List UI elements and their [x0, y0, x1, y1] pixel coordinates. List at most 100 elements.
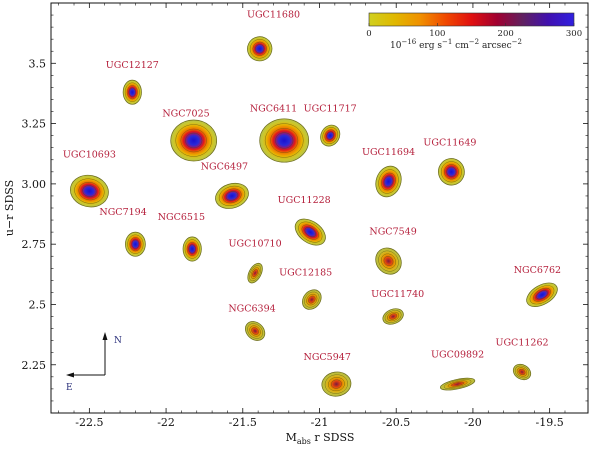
galaxy-ngc6411 [259, 118, 310, 163]
galaxy-ugc12185 [302, 289, 322, 310]
galaxy-contour [126, 85, 138, 100]
galaxy-contour [222, 188, 242, 204]
galaxy-body [247, 262, 263, 284]
galaxy-contour [378, 169, 399, 194]
galaxy-contour [249, 265, 262, 282]
galaxy-contour [251, 327, 259, 335]
galaxy-contour [324, 129, 336, 142]
cb-unit-exp2: −1 [442, 38, 452, 46]
label-ugc10693: UGC10693 [63, 149, 116, 160]
x-axis-ticks: -22.5 -22 -21.5 -21 -20.5 -20 -19.5 [58, 3, 566, 429]
galaxy-contour [451, 381, 465, 387]
galaxy-contour [175, 124, 212, 157]
colorbar-unit: 10−16 erg s−1 cm−2 arcsec−2 [390, 38, 522, 51]
label-ngc7194: NGC7194 [99, 207, 146, 218]
label-ugc11694: UGC11694 [362, 147, 415, 158]
galaxy-markers [69, 36, 558, 397]
galaxy-contour [304, 291, 320, 308]
galaxy-contour [387, 311, 400, 322]
galaxy-body [125, 231, 146, 257]
x-tick-label: -22 [157, 416, 175, 429]
galaxy-ngc6497 [215, 182, 249, 209]
label-ugc10710: UGC10710 [229, 239, 282, 250]
galaxy-contour [529, 285, 555, 305]
galaxy-contour [298, 221, 323, 243]
galaxy-ngc6515 [182, 236, 202, 262]
x-tick-label: -20.5 [382, 416, 410, 429]
compass: N E [66, 332, 122, 393]
galaxy-contour [127, 234, 144, 254]
galaxy-contour [249, 325, 261, 337]
galaxy-contour [518, 368, 526, 376]
galaxy-body [321, 371, 352, 397]
galaxy-body [440, 377, 476, 391]
label-ugc11717: UGC11717 [304, 104, 357, 115]
galaxy-contour [304, 227, 316, 238]
y-tick-label: 2.25 [22, 359, 47, 372]
label-ugc11228: UGC11228 [278, 195, 331, 206]
galaxy-body [247, 36, 273, 62]
galaxy-contour [180, 128, 207, 153]
galaxy-ngc7025 [170, 119, 218, 162]
cb-unit-prefix: 10 [390, 41, 402, 51]
galaxy-body [375, 247, 402, 275]
label-ngc5947: NGC5947 [304, 352, 351, 363]
galaxy-ngc7194 [125, 231, 146, 257]
label-ugc11262: UGC11262 [495, 338, 548, 349]
label-ngc6515: NGC6515 [158, 212, 205, 223]
x-tick-label: -21.5 [229, 416, 257, 429]
colorbar-tick-label: 0 [366, 29, 371, 39]
galaxy-labels: UGC11680 UGC12127 NGC7025 NGC6411 UGC11717 UG… [63, 10, 561, 363]
galaxy-body [215, 182, 249, 209]
galaxy-ugc11649 [438, 158, 465, 186]
cb-unit-mid3: arcsec [479, 41, 512, 51]
galaxy-contour [82, 185, 97, 197]
y-tick-label: 3.00 [22, 178, 47, 191]
galaxy-contour [443, 164, 459, 180]
label-ugc11680: UGC11680 [247, 10, 300, 21]
galaxy-contour [250, 267, 260, 279]
galaxy-body [375, 165, 402, 198]
galaxy-ugc12127 [122, 79, 142, 105]
colorbar-tick-label: 100 [429, 29, 445, 39]
galaxy-ugc11694 [375, 165, 402, 198]
galaxy-ngc5947 [321, 371, 352, 397]
galaxy-ugc11262 [512, 363, 532, 381]
galaxy-contour [381, 253, 396, 269]
cb-unit-exp3: −2 [469, 38, 479, 46]
galaxy-contour [247, 323, 263, 339]
galaxy-contour [264, 123, 304, 158]
galaxy-contour [324, 374, 348, 394]
galaxy-ugc11717 [320, 124, 341, 147]
galaxy-ugc11680 [247, 36, 273, 62]
galaxy-contour [225, 191, 239, 201]
y-tick-label: 2.75 [22, 238, 47, 251]
galaxy-contour [188, 244, 196, 254]
galaxy-contour [327, 377, 345, 392]
galaxy-contour [326, 131, 334, 140]
galaxy-body [245, 321, 266, 341]
galaxy-body [382, 308, 404, 325]
galaxy-contour [308, 295, 316, 304]
label-ngc6394: NGC6394 [228, 304, 275, 315]
galaxy-contour [252, 41, 267, 56]
galaxy-contour [378, 250, 399, 272]
galaxy-contour [185, 132, 203, 149]
galaxy-contour [270, 128, 299, 153]
y-tick-label: 3.25 [22, 118, 47, 131]
label-ngc7025: NGC7025 [162, 108, 209, 119]
galaxy-contour [306, 293, 318, 306]
label-ngc6497: NGC6497 [201, 161, 248, 172]
galaxy-contour [516, 367, 528, 377]
label-ngc7549: NGC7549 [369, 227, 416, 238]
galaxy-body [170, 119, 218, 162]
galaxy-body [69, 174, 109, 208]
y-tick-label: 3.5 [29, 57, 47, 70]
galaxy-contour [255, 44, 265, 54]
label-ngc6411: NGC6411 [250, 104, 297, 115]
galaxy-body [259, 118, 310, 163]
galaxy-ugc11740 [382, 308, 404, 325]
galaxy-body [526, 282, 558, 308]
galaxy-contour [447, 380, 468, 388]
galaxy-body [122, 79, 142, 105]
